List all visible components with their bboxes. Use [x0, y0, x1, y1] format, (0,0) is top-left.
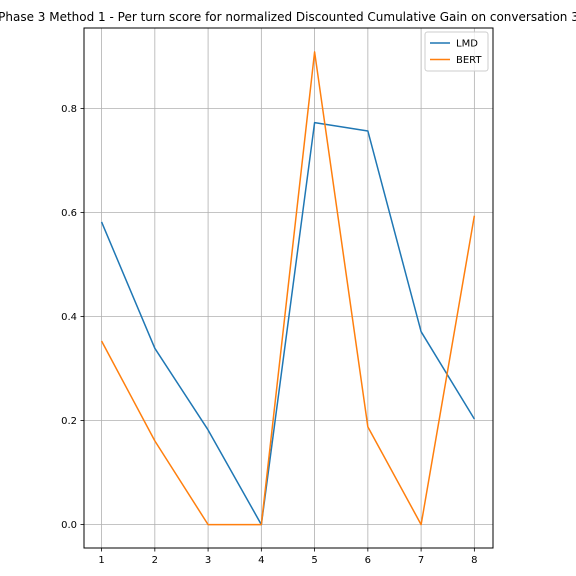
y-tick-label: 0.0 — [61, 520, 77, 531]
x-tick-label: 7 — [418, 555, 424, 566]
legend-label: BERT — [456, 55, 482, 66]
legend-label: LMD — [456, 39, 478, 50]
grid — [84, 28, 493, 548]
series-line-lmd — [100, 121, 476, 526]
series-line-bert — [100, 51, 476, 526]
x-tick-label: 5 — [311, 555, 317, 566]
y-axis: 0.0 0.2 0.4 0.6 0.8 — [61, 104, 84, 531]
chart-title: Phase 3 Method 1 - Per turn score for no… — [0, 10, 576, 24]
legend-box — [424, 31, 489, 72]
plot-frame — [83, 27, 494, 549]
x-tick-label: 6 — [365, 555, 371, 566]
legend: LMD BERT — [424, 31, 489, 72]
y-tick-label: 0.4 — [61, 312, 77, 323]
x-tick-label: 1 — [98, 555, 104, 566]
series-layer — [100, 51, 476, 526]
y-tick-label: 0.6 — [61, 208, 77, 219]
x-tick-label: 8 — [471, 555, 477, 566]
x-tick-label: 2 — [152, 555, 158, 566]
y-tick-label: 0.8 — [61, 104, 77, 115]
y-tick-label: 0.2 — [61, 416, 77, 427]
x-tick-label: 4 — [258, 555, 264, 566]
x-tick-label: 3 — [205, 555, 211, 566]
x-axis: 1 2 3 4 5 6 7 8 — [98, 548, 478, 566]
